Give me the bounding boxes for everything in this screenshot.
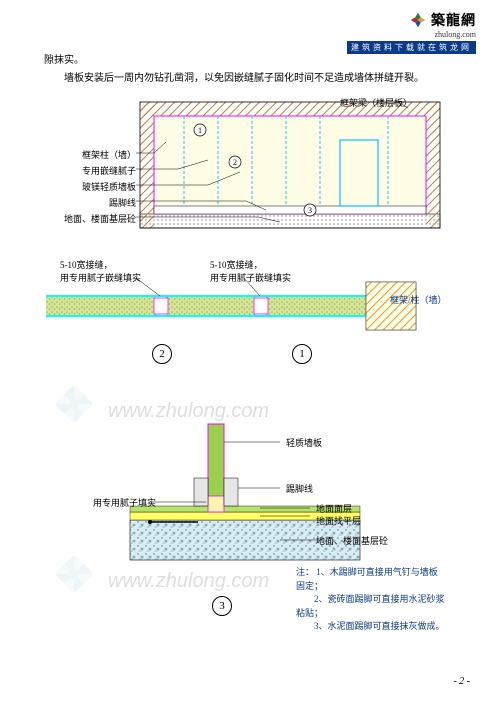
d3-level: 地面找平层 xyxy=(316,514,361,527)
brand-logo-icon xyxy=(409,11,427,29)
d2-label2: 2 xyxy=(152,344,172,364)
note-3: 3、水泥面踢脚可直接抹灰做成。 xyxy=(314,621,445,631)
brand-row: 築龍網 xyxy=(347,10,476,30)
d2-gap-r: 5-10宽接缝， 用专用腻子嵌缝填实 xyxy=(210,258,291,284)
brand-cn: 築龍網 xyxy=(431,10,476,30)
body-line1: 隙抹实。 xyxy=(44,55,84,66)
note-head: 注： xyxy=(296,567,314,577)
brand-block: 築龍網 zhulong.com 建筑资料下载就在筑龙网 xyxy=(347,10,476,54)
body-text: 隙抹实。 墙板安装后一周内勿钻孔凿洞，以免因嵌缝腻子固化时间不足造成墙体拼缝开裂… xyxy=(44,52,456,88)
d2-gap-l: 5-10宽接缝， 用专用腻子嵌缝填实 xyxy=(60,258,141,284)
page: 築龍網 zhulong.com 建筑资料下载就在筑龙网 隙抹实。 墙板安装后一周… xyxy=(0,0,500,707)
watermark-flake-icon xyxy=(54,384,94,424)
d1-leaders xyxy=(58,102,458,242)
note-1: 1、木踢脚可直接用气钉与墙板固定； xyxy=(296,567,438,591)
body-line2: 墙板安装后一周内勿钻孔凿洞，以免因嵌缝腻子固化时间不足造成墙体拼缝开裂。 xyxy=(44,70,456,88)
diagram-section-horizontal xyxy=(46,276,436,334)
d2-label1: 1 xyxy=(292,344,312,364)
d3-base: 地面、楼面基层砼 xyxy=(316,534,388,547)
d3-label: 3 xyxy=(212,596,232,616)
d3-skirt: 踢脚线 xyxy=(286,482,313,495)
note-2: 2、瓷砖面踢脚可直接用水泥砂浆粘贴； xyxy=(296,594,445,618)
brand-url: zhulong.com xyxy=(347,30,476,39)
d3-fill: 用专用腻子填实 xyxy=(78,496,156,509)
watermark-flake-icon xyxy=(54,554,94,594)
page-number: - 2 - xyxy=(453,676,470,687)
d2-col: 框架/柱（墙） xyxy=(390,293,447,306)
diagram-base-detail xyxy=(120,424,380,574)
watermark-text: www.zhulong.com xyxy=(108,400,269,423)
note-block: 注： 1、木踢脚可直接用气钉与墙板固定； 注：2、瓷砖面踢脚可直接用水泥砂浆粘贴… xyxy=(296,566,446,634)
d3-panel: 轻质墙板 xyxy=(286,436,322,449)
